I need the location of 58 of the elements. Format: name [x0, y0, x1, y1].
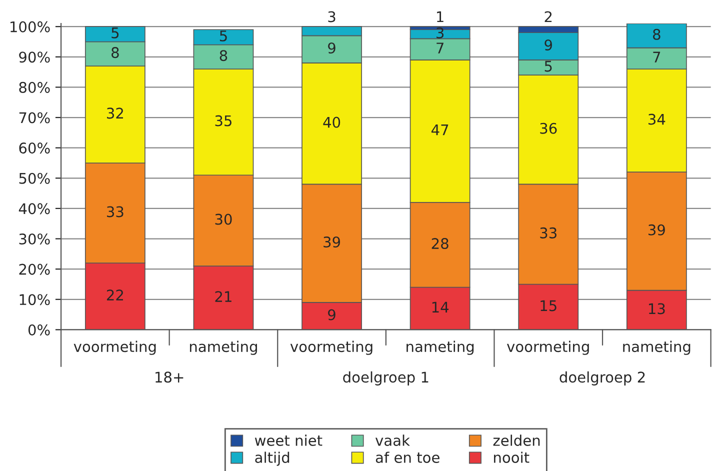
- legend-label: altijd: [255, 452, 290, 466]
- y-tick-label: 0%: [28, 324, 50, 336]
- data-label: 21: [215, 291, 232, 302]
- data-label: 22: [106, 290, 123, 300]
- data-label: 8: [653, 28, 660, 40]
- data-label: 5: [112, 28, 119, 38]
- data-label: 47: [432, 124, 448, 136]
- y-tick-label: 70%: [19, 112, 50, 124]
- legend-label: af en toe: [376, 452, 440, 463]
- legend-label: vaak: [375, 434, 410, 446]
- data-label: 9: [328, 42, 336, 54]
- legend-label: zelden: [493, 434, 540, 446]
- y-tick-label: 10%: [20, 294, 50, 306]
- y-tick-label: 20%: [19, 264, 50, 275]
- data-label: 3: [436, 27, 444, 38]
- data-label: 8: [220, 50, 228, 62]
- data-label: 33: [107, 206, 124, 218]
- data-label: 33: [540, 227, 556, 238]
- x-tick-label: nameting: [406, 340, 474, 355]
- data-label: 15: [540, 300, 556, 312]
- data-label: 2: [544, 11, 552, 22]
- data-label: 7: [436, 42, 444, 54]
- y-tick-label: 50%: [19, 172, 50, 184]
- data-label: 36: [540, 122, 557, 134]
- data-label: 7: [653, 52, 660, 62]
- y-tick-label: 90%: [19, 52, 50, 63]
- data-label: 9: [544, 39, 552, 51]
- data-label: 8: [112, 47, 119, 58]
- x-tick-label: nameting: [623, 340, 690, 355]
- data-label: 35: [215, 115, 232, 126]
- data-label: 5: [220, 30, 227, 42]
- data-label: 39: [648, 224, 665, 236]
- y-tick-label: 40%: [18, 203, 50, 214]
- data-label: 13: [648, 303, 665, 314]
- data-label: 34: [648, 114, 666, 125]
- data-label: 39: [324, 236, 340, 248]
- data-label: 5: [544, 60, 552, 72]
- data-label: 40: [323, 116, 340, 128]
- legend-label: nooit: [494, 452, 530, 463]
- text: doelgroep 1: [343, 371, 428, 386]
- data-label: 9: [328, 309, 336, 320]
- y-tick-label: 30%: [19, 233, 50, 245]
- y-tick-label: 60%: [19, 142, 50, 154]
- text: doelgroep 2: [560, 371, 645, 386]
- data-label: 3: [328, 11, 336, 22]
- x-tick-label: nameting: [190, 340, 257, 355]
- legend-label: weet niet: [254, 434, 322, 446]
- y-tick-label: 80%: [19, 82, 50, 93]
- x-tick-label: voormeting: [290, 340, 372, 355]
- data-label: 1: [437, 11, 444, 22]
- data-label: 14: [432, 302, 449, 313]
- data-label: 32: [107, 108, 123, 119]
- text: 18+: [156, 372, 184, 383]
- data-label: 30: [215, 214, 232, 225]
- x-tick-label: voormeting: [506, 340, 589, 355]
- y-tick-label: 100%: [10, 21, 50, 32]
- x-tick-label: voormeting: [74, 340, 156, 355]
- data-label: 28: [432, 238, 448, 250]
